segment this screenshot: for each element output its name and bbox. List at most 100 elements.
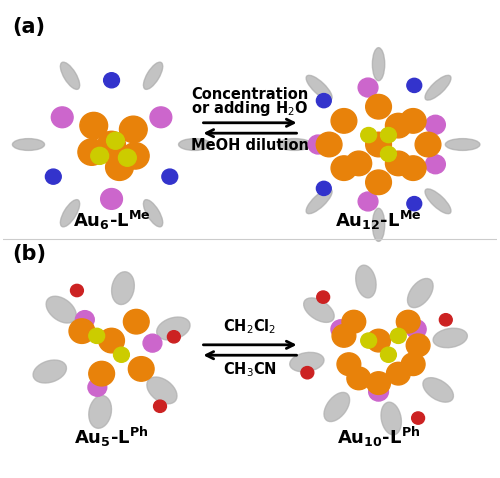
Circle shape [380, 347, 396, 362]
Circle shape [361, 128, 376, 142]
Text: $\mathbf{Au_6}$-$\mathbf{L^{Me}}$: $\mathbf{Au_6}$-$\mathbf{L^{Me}}$ [72, 209, 150, 232]
Circle shape [316, 181, 331, 196]
Circle shape [380, 146, 396, 162]
Circle shape [70, 284, 84, 297]
Circle shape [316, 94, 331, 108]
Circle shape [366, 329, 390, 352]
Ellipse shape [306, 76, 332, 100]
Ellipse shape [425, 76, 451, 100]
Text: MeOH dilution: MeOH dilution [191, 138, 309, 153]
Circle shape [124, 309, 149, 334]
Text: CH$_2$Cl$_2$: CH$_2$Cl$_2$ [224, 317, 276, 337]
Circle shape [69, 319, 94, 343]
Ellipse shape [356, 265, 376, 298]
Circle shape [46, 169, 61, 184]
Text: $\mathbf{Au_5}$-$\mathbf{L^{Ph}}$: $\mathbf{Au_5}$-$\mathbf{L^{Ph}}$ [74, 425, 149, 449]
Circle shape [402, 353, 425, 376]
Circle shape [390, 328, 406, 343]
Circle shape [366, 170, 392, 195]
Circle shape [426, 155, 446, 174]
Circle shape [380, 128, 396, 142]
Ellipse shape [12, 139, 44, 151]
Circle shape [106, 132, 124, 149]
Ellipse shape [33, 360, 66, 383]
Circle shape [412, 412, 424, 424]
Ellipse shape [277, 139, 312, 151]
Ellipse shape [290, 352, 324, 372]
Ellipse shape [60, 62, 80, 89]
Circle shape [316, 132, 342, 157]
Circle shape [106, 154, 134, 180]
Ellipse shape [89, 395, 112, 428]
Circle shape [386, 362, 410, 385]
Circle shape [301, 367, 314, 379]
Circle shape [396, 310, 420, 333]
Text: CH$_3$CN: CH$_3$CN [223, 360, 277, 379]
Circle shape [122, 142, 149, 169]
Circle shape [407, 196, 422, 211]
Circle shape [331, 156, 357, 180]
Circle shape [150, 107, 172, 128]
Ellipse shape [147, 377, 177, 404]
Circle shape [114, 347, 130, 362]
Circle shape [331, 109, 357, 133]
Text: Concentration: Concentration [192, 87, 308, 101]
Ellipse shape [324, 392, 349, 422]
Circle shape [358, 78, 378, 97]
Circle shape [76, 311, 94, 328]
Ellipse shape [423, 378, 454, 402]
Circle shape [358, 192, 378, 211]
Ellipse shape [425, 189, 451, 214]
Text: $\mathbf{Au_{12}}$-$\mathbf{L^{Me}}$: $\mathbf{Au_{12}}$-$\mathbf{L^{Me}}$ [336, 209, 422, 232]
Circle shape [154, 400, 166, 413]
Circle shape [89, 328, 104, 343]
Circle shape [91, 147, 108, 164]
Ellipse shape [144, 62, 163, 89]
Ellipse shape [304, 298, 334, 322]
Circle shape [317, 291, 330, 303]
Circle shape [98, 328, 124, 353]
Circle shape [347, 367, 370, 390]
Text: (a): (a) [12, 17, 46, 37]
Text: $\mathbf{Au_{10}}$-$\mathbf{L^{Ph}}$: $\mathbf{Au_{10}}$-$\mathbf{L^{Ph}}$ [337, 425, 420, 449]
Ellipse shape [372, 48, 384, 81]
Circle shape [89, 361, 114, 386]
Circle shape [332, 325, 356, 347]
Circle shape [386, 151, 411, 176]
Circle shape [440, 314, 452, 326]
Circle shape [346, 151, 372, 176]
Circle shape [128, 357, 154, 381]
Circle shape [104, 73, 120, 88]
Circle shape [337, 353, 361, 376]
Circle shape [118, 149, 136, 166]
Ellipse shape [178, 139, 210, 151]
Circle shape [400, 109, 426, 133]
Circle shape [168, 331, 180, 343]
Circle shape [143, 334, 162, 352]
Ellipse shape [446, 139, 480, 151]
Ellipse shape [46, 296, 76, 323]
Circle shape [407, 78, 422, 92]
Circle shape [162, 169, 178, 184]
Circle shape [98, 131, 126, 158]
Ellipse shape [381, 402, 402, 435]
Text: (b): (b) [12, 244, 46, 264]
Circle shape [331, 320, 351, 339]
Circle shape [415, 132, 441, 157]
Ellipse shape [306, 189, 332, 214]
Ellipse shape [112, 272, 134, 304]
Circle shape [342, 310, 365, 333]
Circle shape [78, 139, 106, 165]
Ellipse shape [60, 200, 80, 227]
Circle shape [368, 382, 388, 401]
Ellipse shape [433, 328, 468, 348]
Circle shape [400, 156, 426, 180]
Circle shape [426, 115, 446, 134]
Circle shape [386, 113, 411, 138]
Circle shape [308, 135, 328, 154]
Ellipse shape [144, 200, 163, 227]
Circle shape [120, 116, 147, 142]
Circle shape [406, 334, 430, 357]
Circle shape [406, 320, 426, 339]
Circle shape [366, 132, 392, 157]
